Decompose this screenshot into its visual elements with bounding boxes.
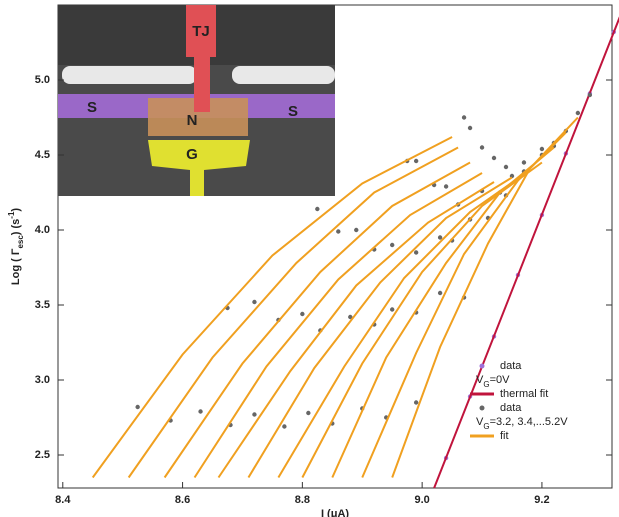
inset-junction [194,50,210,112]
data-point [336,229,341,234]
y-tick-label: 2.5 [35,449,50,461]
data-point [389,242,395,248]
x-axis-label-part: I (μA) [321,508,349,517]
y-tick-label: 3.0 [35,374,50,386]
fit-line [331,146,555,478]
x-tick-label: 8.8 [295,494,310,506]
inset-label: N [187,112,198,129]
y-axis-label-part: ) (s [10,219,22,236]
data-point [437,290,443,296]
inset-label: G [186,146,198,163]
legend-note-part: =0V [490,374,511,386]
data-point [437,235,443,240]
inset-electrode [62,66,197,84]
x-tick-label: 8.4 [55,494,71,506]
x-tick-label: 9.2 [534,494,549,506]
y-tick-label: 4.5 [35,149,50,161]
data-point [467,125,473,131]
data-point [413,158,419,164]
data-point [539,146,545,152]
legend-note-part: G [483,422,489,431]
legend-label: fit [500,430,509,442]
legend-label: thermal fit [500,388,548,400]
data-point [252,412,257,417]
data-point [306,410,311,416]
x-axis-label: I (μA) [321,508,349,517]
legend-label: data [500,402,522,414]
y-axis-label: Log ( Γesc) (s-1) [7,208,25,286]
legend-note-part: V [476,416,484,428]
legend-note-part: G [483,380,489,389]
data-point [575,110,581,116]
data-point [315,206,320,212]
data-point [443,184,449,189]
inset-label: S [288,103,298,120]
fit-line [91,136,453,479]
x-tick-label: 8.6 [175,494,190,506]
legend-note: VG=0V [476,374,510,389]
y-tick-label: 4.0 [35,224,50,236]
fit-line [247,176,513,479]
data-point [135,404,140,410]
inset-electrode [232,66,335,84]
data-point [521,160,527,165]
y-tick-label: 3.5 [35,299,50,311]
data-point [389,307,395,312]
y-axis-label-part: Log ( Γ [10,248,22,285]
data-point [348,314,353,320]
data-point [479,145,485,150]
legend-note-part: V [476,374,484,386]
inset-label: S [87,99,97,116]
fit-line [127,146,459,479]
fit-line [193,172,483,479]
y-tick-label: 5.0 [35,74,50,86]
inset-label: TJ [192,23,210,40]
data-point [282,424,287,429]
data-point [198,409,203,414]
y-axis-label-part: esc [16,235,25,249]
data-point [413,400,419,405]
data-point [503,164,509,170]
legend-swatch [479,405,485,411]
legend-note-part: =3.2, 3.4,...5.2V [490,416,569,428]
fit-line [217,181,495,479]
plot-area [91,16,619,489]
inset-junction [186,5,216,57]
data-point [461,115,467,120]
inset-image [58,5,335,196]
fit-line [277,169,531,479]
y-axis-label-part: -1 [7,211,16,219]
legend-label: data [500,360,522,372]
fit-line [391,116,579,478]
data-point [354,227,359,233]
data-point [413,250,419,255]
y-axis-label-part: ) [10,208,22,212]
x-tick-label: 9.0 [414,494,429,506]
data-point [587,92,593,98]
legend-swatch [479,363,485,369]
data-point [300,311,305,317]
data-point [491,155,497,161]
data-point [252,299,257,305]
fit-line [163,161,471,479]
inset-gate [148,140,250,196]
legend-note: VG=3.2, 3.4,...5.2V [476,416,568,431]
